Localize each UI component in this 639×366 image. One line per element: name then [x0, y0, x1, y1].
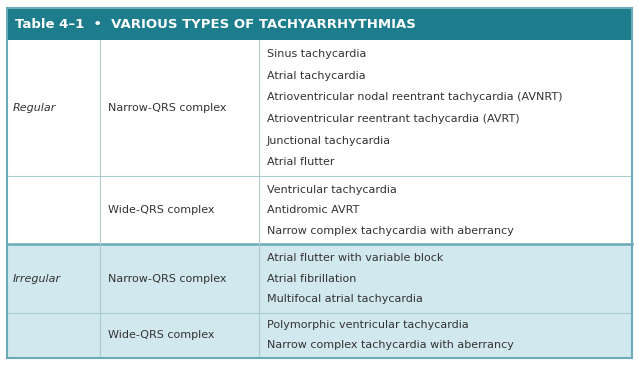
Text: Regular: Regular — [13, 103, 56, 113]
Text: Atrial flutter: Atrial flutter — [267, 157, 334, 167]
Text: Atrial fibrillation: Atrial fibrillation — [267, 273, 357, 284]
Text: Junctional tachycardia: Junctional tachycardia — [267, 135, 391, 146]
Text: Irregular: Irregular — [13, 273, 61, 284]
Text: Narrow complex tachycardia with aberrancy: Narrow complex tachycardia with aberranc… — [267, 340, 514, 350]
Text: Wide-QRS complex: Wide-QRS complex — [107, 205, 214, 215]
Bar — [7, 176, 632, 244]
Text: Sinus tachycardia: Sinus tachycardia — [267, 49, 366, 59]
Text: Antidromic AVRT: Antidromic AVRT — [267, 205, 359, 215]
Text: Atrioventricular nodal reentrant tachycardia (AVNRT): Atrioventricular nodal reentrant tachyca… — [267, 92, 562, 102]
Text: Narrow complex tachycardia with aberrancy: Narrow complex tachycardia with aberranc… — [267, 226, 514, 236]
Text: Narrow-QRS complex: Narrow-QRS complex — [107, 103, 226, 113]
Bar — [7, 244, 632, 313]
Text: Atrial tachycardia: Atrial tachycardia — [267, 71, 366, 81]
Text: Atrioventricular reentrant tachycardia (AVRT): Atrioventricular reentrant tachycardia (… — [267, 114, 520, 124]
Text: Atrial flutter with variable block: Atrial flutter with variable block — [267, 253, 443, 263]
Bar — [7, 8, 632, 40]
Text: Wide-QRS complex: Wide-QRS complex — [107, 330, 214, 340]
Bar — [7, 313, 632, 358]
Text: Table 4–1  •  VARIOUS TYPES OF TACHYARRHYTHMIAS: Table 4–1 • VARIOUS TYPES OF TACHYARRHYT… — [15, 18, 416, 30]
Text: Polymorphic ventricular tachycardia: Polymorphic ventricular tachycardia — [267, 320, 468, 330]
Bar — [7, 40, 632, 176]
Text: Multifocal atrial tachycardia: Multifocal atrial tachycardia — [267, 294, 423, 304]
Text: Ventricular tachycardia: Ventricular tachycardia — [267, 185, 397, 195]
Text: Narrow-QRS complex: Narrow-QRS complex — [107, 273, 226, 284]
